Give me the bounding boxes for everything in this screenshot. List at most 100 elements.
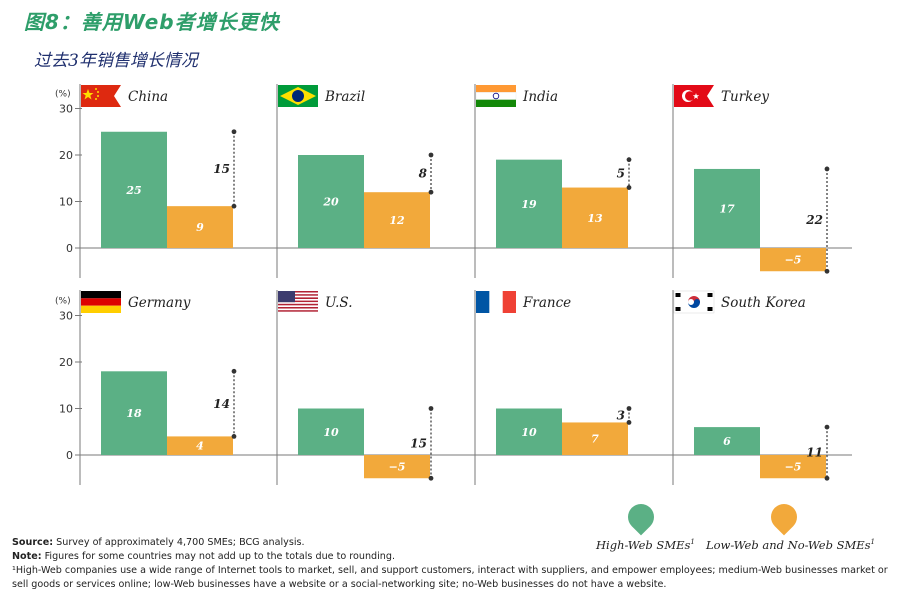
- gap-value: 8: [419, 167, 428, 181]
- flag-band: [81, 291, 121, 299]
- flag-globe: [292, 90, 304, 102]
- flag-band: [502, 291, 516, 313]
- low-web-value: −5: [785, 461, 802, 474]
- gap-endpoint-bottom: [824, 475, 830, 481]
- low-web-bar: [364, 192, 430, 248]
- gap-value: 5: [617, 167, 625, 181]
- y-unit-label: (%): [55, 297, 71, 307]
- y-tick-label: 20: [59, 149, 73, 162]
- flag-small-star: [97, 95, 99, 97]
- flag-trigram: [675, 307, 681, 311]
- high-web-value: 17: [719, 202, 735, 215]
- gap-endpoint-bottom: [626, 185, 632, 190]
- high-web-value: 25: [125, 184, 141, 197]
- flag-small-star: [95, 88, 97, 90]
- gap-value: 11: [806, 446, 823, 460]
- gap-endpoint-top: [626, 406, 632, 411]
- flag-stripe: [278, 311, 318, 314]
- country-label: U.S.: [325, 295, 353, 311]
- footnotes: Source: Survey of approximately 4,700 SM…: [12, 536, 892, 592]
- gap-value: 15: [213, 162, 230, 176]
- gap-value: 15: [410, 436, 427, 450]
- high-web-value: 18: [126, 407, 142, 420]
- germany-flag: [81, 291, 121, 313]
- flag-star: [82, 89, 94, 100]
- figure-title: 图8：善用Web者增长更快: [24, 10, 280, 34]
- gap-value: 3: [617, 408, 625, 422]
- gap-endpoint-top: [824, 424, 830, 430]
- flag-stripe: [278, 294, 318, 296]
- flag-stripe: [278, 291, 318, 293]
- low-web-value: 12: [389, 214, 405, 227]
- flag-crescent-inner: [685, 91, 695, 101]
- high-web-bar: [694, 427, 760, 455]
- flag-small-star: [97, 91, 99, 93]
- source-note: Source: Survey of approximately 4,700 SM…: [12, 537, 305, 548]
- flag-trigram: [707, 293, 713, 297]
- low-web-value: −5: [785, 254, 802, 267]
- flag-stripe: [278, 302, 318, 304]
- gap-endpoint-bottom: [428, 189, 434, 195]
- y-unit-label: (%): [55, 90, 71, 100]
- flag-band: [489, 291, 503, 313]
- low-web-bar: [760, 455, 826, 479]
- high-web-bar: [496, 159, 562, 248]
- flag-trigram: [707, 307, 713, 311]
- france-flag: [476, 291, 516, 313]
- gap-endpoint-top: [428, 152, 434, 158]
- gap-endpoint-bottom: [824, 268, 830, 274]
- flag-canton: [278, 291, 295, 303]
- y-tick-label: 30: [59, 310, 73, 323]
- definition-note: ¹High-Web companies use a wide range of …: [12, 565, 888, 590]
- low-web-value: 4: [196, 440, 204, 453]
- high-web-value: 10: [323, 426, 339, 439]
- us-flag: [278, 291, 318, 314]
- flag-band: [476, 85, 516, 93]
- flag-wheel: [492, 92, 500, 100]
- y-tick-label: 0: [66, 449, 73, 462]
- flag-band: [476, 99, 516, 107]
- y-tick-label: 10: [59, 196, 73, 209]
- y-tick-label: 30: [59, 103, 73, 116]
- china-flag: [81, 85, 121, 107]
- high-web-bar: [694, 168, 760, 248]
- country-label: China: [128, 89, 168, 105]
- flag-field: [81, 85, 121, 107]
- rounding-note: Note: Figures for some countries may not…: [12, 551, 396, 562]
- brazil-flag: [278, 85, 318, 107]
- country-label: South Korea: [721, 295, 806, 311]
- high-web-value: 10: [521, 426, 537, 439]
- flag-stripe: [278, 300, 318, 303]
- high-web-bar: [298, 408, 364, 455]
- country-label: France: [522, 295, 571, 311]
- legend-high-web-label: High-Web SMEs1: [596, 538, 695, 552]
- figure-subtitle: 过去3年销售增长情况: [34, 51, 198, 71]
- low-web-bar: [167, 436, 233, 455]
- flag-band: [475, 92, 517, 100]
- flag-stripe: [278, 295, 318, 298]
- gap-endpoint-top: [626, 157, 632, 163]
- south-korea-flag: [673, 290, 715, 314]
- gap-endpoint-bottom: [626, 420, 632, 425]
- gap-value: 22: [805, 213, 823, 227]
- low-web-bar: [167, 206, 233, 248]
- high-web-value: 20: [322, 196, 339, 209]
- india-flag: [475, 85, 517, 107]
- country-label: Brazil: [324, 89, 365, 105]
- low-web-bar: [562, 422, 628, 455]
- low-web-value: 9: [196, 221, 204, 234]
- gap-endpoint-bottom: [231, 434, 237, 439]
- low-web-value: −5: [389, 461, 406, 474]
- low-web-value: 7: [591, 433, 599, 446]
- high-web-bar: [101, 371, 167, 455]
- flag-trigram: [675, 293, 681, 297]
- flag-star: [692, 93, 700, 99]
- low-web-bar: [760, 248, 826, 272]
- high-web-bar: [101, 131, 167, 248]
- gap-endpoint-bottom: [231, 203, 237, 209]
- legend-low-web-label: Low-Web and No-Web SMEs1: [706, 538, 876, 552]
- flag-stripe: [278, 305, 318, 307]
- high-web-value: 6: [723, 435, 731, 448]
- flag-stripe: [278, 303, 318, 306]
- gap-endpoint-top: [231, 368, 237, 374]
